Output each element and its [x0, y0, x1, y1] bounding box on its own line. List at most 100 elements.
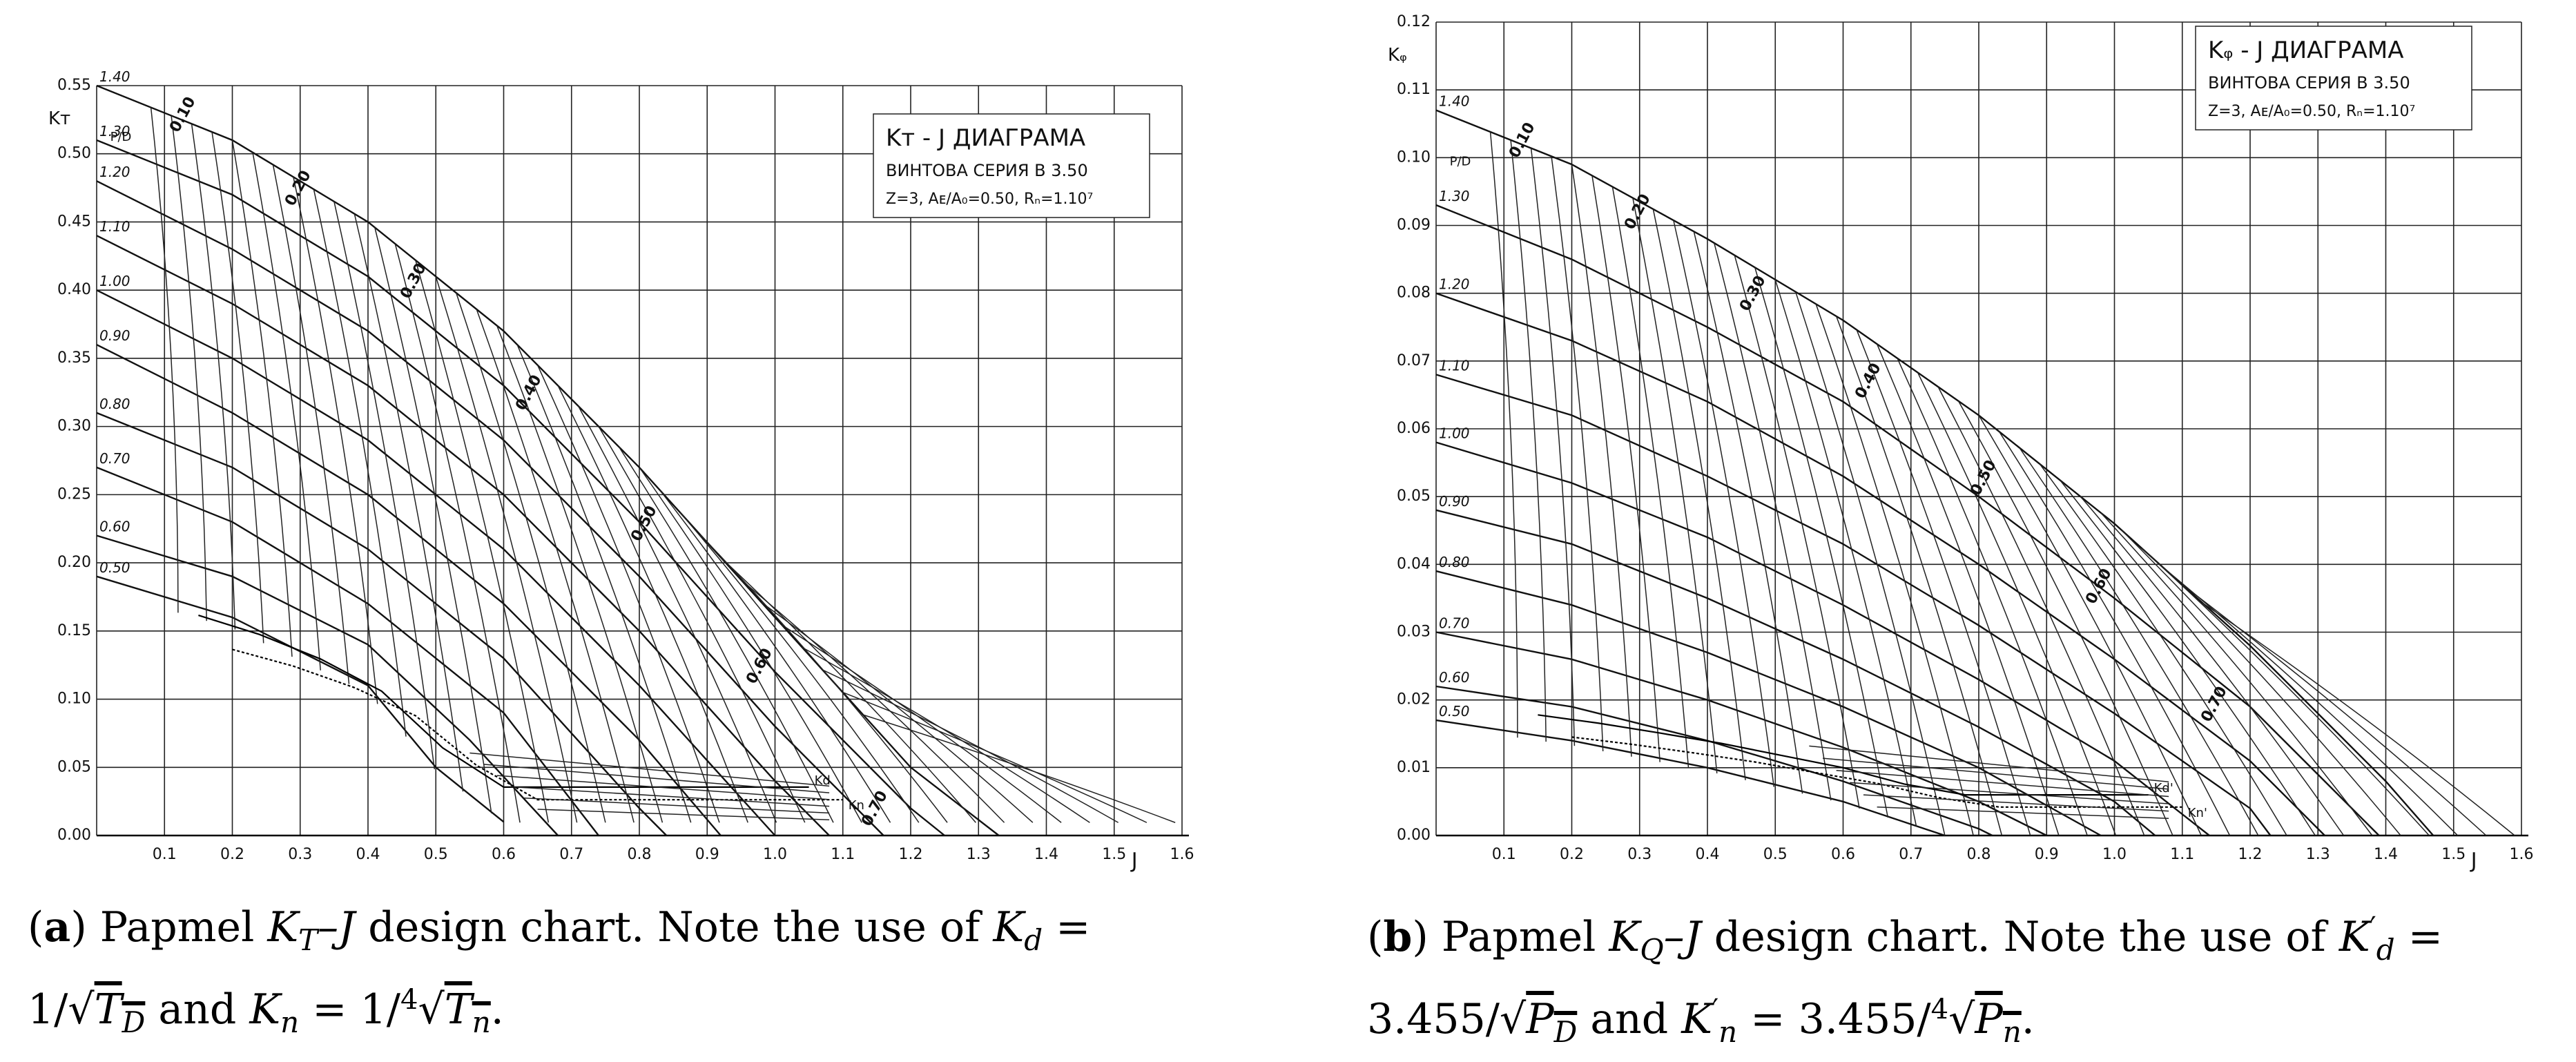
caption-td-sub: D [122, 1005, 146, 1039]
pd-curve-label: 0.50 [99, 559, 130, 576]
pd-curve-label: 0.50 [1439, 703, 1470, 720]
x-axis-label: J [1130, 849, 1138, 873]
y-tick-label: 0.55 [57, 77, 91, 94]
caption-k-sub: T [298, 923, 318, 957]
iso-line [1998, 431, 2231, 836]
caption-text-2: design chart. Note the use of [1701, 913, 2339, 961]
advance-ray [1850, 782, 2169, 804]
iso-line [557, 385, 748, 823]
x-tick-label: 1.6 [2510, 846, 2534, 863]
legend-series: ВИНТОВА СЕРИЯ B 3.50 [2208, 73, 2410, 93]
pd-curve-label: 1.40 [1439, 93, 1470, 110]
advance-ray [1836, 770, 2169, 798]
caption-and: and [1577, 995, 1682, 1043]
caption-kn: K [249, 985, 281, 1034]
iso-line [1815, 304, 1974, 836]
x-tick-label: 1.5 [2441, 846, 2466, 863]
efficiency-label: 0.10 [166, 94, 200, 135]
pd-curve [1435, 204, 2380, 836]
x-tick-label: 1.0 [2102, 846, 2127, 863]
x-tick-label: 0.2 [220, 846, 244, 863]
iso-line [150, 107, 179, 613]
y-tick-label: 0.35 [57, 349, 91, 367]
x-tick-label: 1.6 [1170, 846, 1194, 863]
caption-letter: b [1383, 913, 1413, 961]
y-tick-label: 0.15 [57, 622, 91, 639]
iso-line [435, 276, 578, 823]
pd-curve-label: 1.40 [99, 68, 130, 85]
legend-params: Z=3, Aᴇ/A₀=0.50, Rₙ=1.10⁷ [886, 191, 1093, 208]
caption-letter: a [43, 903, 71, 952]
iso-line [1734, 255, 1860, 809]
y-tick-label: 0.10 [57, 691, 91, 708]
caption-numerator: 3.455/ [1367, 995, 1500, 1043]
y-tick-label: 0.06 [1397, 420, 1431, 437]
caption-kd: K [2338, 913, 2370, 961]
x-tick-label: 1.4 [2374, 846, 2398, 863]
x-tick-label: 1.0 [763, 846, 787, 863]
pd-curve-label: 0.60 [1439, 669, 1470, 686]
y-tick-label: 0.30 [57, 418, 91, 435]
x-tick-label: 1.1 [831, 846, 855, 863]
kq-j-design-chart: 0.1 0.2 0.3 0.4 0.5 0.6 0.7 0.8 0.9 1.0 1.1 1.2 1.3 1… [1388, 13, 2534, 873]
kd-label: Kd [815, 773, 831, 788]
y-tick-label: 0.05 [57, 758, 91, 775]
kn-label: Kn [849, 798, 864, 813]
advance-ray [1877, 807, 2169, 820]
pd-curve [96, 289, 776, 836]
iso-line [822, 669, 1119, 823]
iso-line [577, 405, 777, 823]
x-tick-label: 0.8 [1967, 846, 1991, 863]
iso-line [2202, 602, 2515, 836]
caption-tn: T [444, 985, 472, 1034]
x-tick-label: 0.1 [153, 846, 177, 863]
iso-line [1856, 329, 2031, 836]
caption-j: –J [1663, 913, 1701, 961]
kd-optimum-curve [1538, 714, 2149, 796]
iso-line [740, 579, 1005, 823]
iso-line [2141, 548, 2430, 836]
y-tick-label: 0.07 [1397, 352, 1431, 369]
iso-line [1774, 279, 1917, 827]
iso-line [1693, 231, 1803, 794]
caption-j: –J [318, 903, 356, 952]
y-axis-label: Kᵩ [1388, 45, 1407, 66]
iso-line [252, 152, 321, 670]
caption-b: (b) Papmel KQ–J design chart. Note the u… [1367, 911, 2443, 1049]
caption-end: . [490, 985, 504, 1034]
pd-curve [96, 344, 722, 836]
iso-line [1937, 386, 2145, 836]
caption-pd-sub: D [1553, 1015, 1578, 1049]
caption-kn: K [1681, 995, 1713, 1043]
x-tick-label: 0.9 [695, 846, 719, 863]
iso-line [211, 132, 264, 644]
advance-ray [483, 764, 830, 793]
advance-ray [496, 775, 830, 800]
pd-curve [1435, 374, 2272, 836]
kn-optimum-curve [1571, 736, 2182, 808]
kd-optimum-curve [198, 615, 809, 788]
iso-line [171, 115, 207, 621]
pd-curve-label: 1.30 [1439, 188, 1470, 204]
advance-ray [1822, 757, 2169, 790]
iso-line [1957, 400, 2173, 836]
caption-text: Papmel [86, 903, 268, 952]
y-tick-label: 0.02 [1397, 691, 1431, 708]
y-tick-label: 0.09 [1397, 217, 1431, 234]
legend-frame [873, 113, 1150, 218]
pd-curve [96, 575, 505, 823]
legend-box: Kᴛ - J ДИАГРАМА ВИНТОВА СЕРИЯ B 3.50 Z=3, … [873, 113, 1150, 218]
y-tick-label: 0.11 [1397, 81, 1431, 98]
caption-end: . [2021, 995, 2035, 1043]
caption-tn-sub: n [472, 1005, 491, 1039]
kn-optimum-curve [232, 648, 843, 801]
iso-line [293, 177, 378, 704]
x-tick-label: 1.3 [967, 846, 991, 863]
pd-curve-label: 0.80 [99, 396, 130, 412]
iso-line [1652, 209, 1746, 780]
caption-eq2: = 1/ [299, 985, 401, 1034]
y-axis-label: Kᴛ [48, 108, 70, 129]
pd-curve-label: 1.30 [99, 123, 130, 139]
chart-panel-b: 0.1 0.2 0.3 0.4 0.5 0.6 0.7 0.8 0.9 1.0 1.1 1.2 1.3 1… [1339, 0, 2576, 1058]
y-tick-label: 0.04 [1397, 555, 1431, 572]
